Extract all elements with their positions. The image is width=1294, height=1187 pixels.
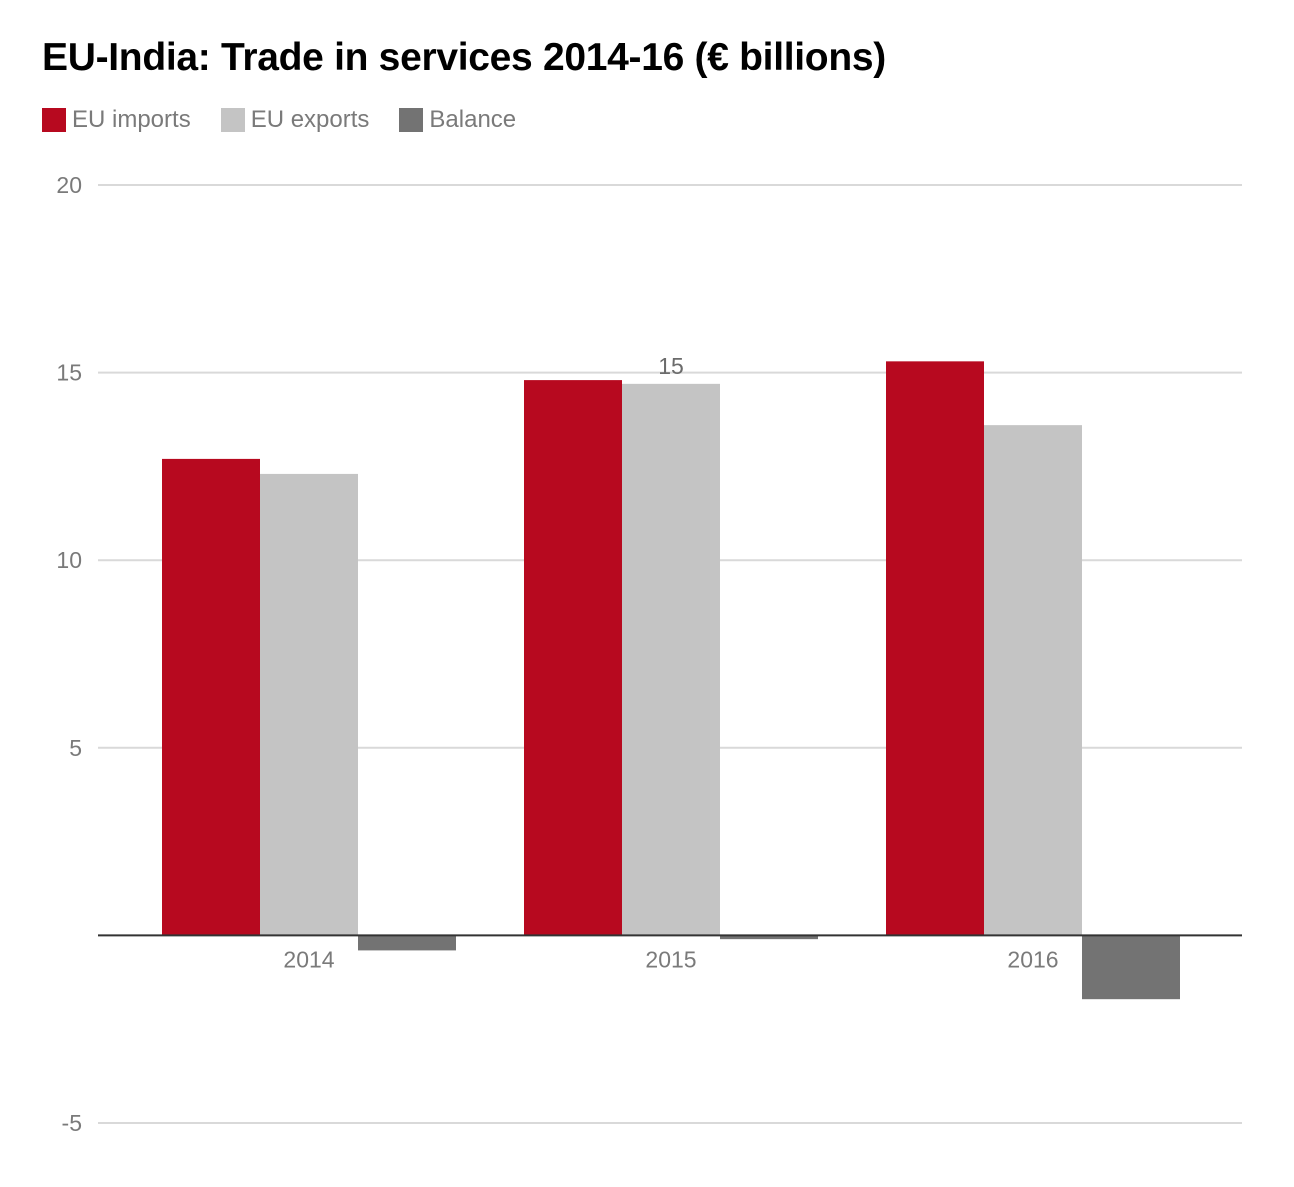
y-tick-label: -5	[62, 1110, 82, 1136]
x-tick-label: 2016	[1007, 946, 1058, 972]
bar-balance-2014	[358, 935, 456, 951]
x-tick-label: 2015	[645, 946, 696, 972]
legend-swatch-eu-exports	[220, 108, 245, 132]
bar-eu-imports-2016	[886, 361, 984, 936]
x-tick-label: 2014	[283, 946, 334, 972]
legend-label-eu-imports: EU imports	[72, 106, 191, 133]
bar-eu-imports-2014	[162, 458, 260, 936]
legend: EU imports EU exports Balance	[42, 106, 516, 134]
legend-swatch-balance	[399, 108, 424, 132]
legend-label-balance: Balance	[429, 106, 517, 133]
legend-label-eu-exports: EU exports	[250, 106, 370, 133]
bar-eu-exports-2014	[260, 473, 358, 936]
legend-item-eu-imports: EU imports	[42, 106, 191, 134]
bars	[162, 361, 1180, 1000]
data-label: 15	[658, 353, 684, 379]
y-tick-label: 5	[69, 735, 82, 761]
bar-eu-imports-2015	[524, 380, 622, 936]
legend-item-balance: Balance	[399, 106, 516, 134]
bar-eu-exports-2016	[984, 425, 1082, 936]
y-tick-label: 20	[56, 172, 82, 198]
legend-swatch-eu-imports	[42, 108, 66, 132]
y-tick-label: 15	[56, 360, 82, 386]
bar-eu-exports-2015	[622, 383, 720, 936]
legend-item-eu-exports: EU exports	[220, 106, 370, 134]
y-tick-label: 10	[56, 547, 82, 573]
chart-title: EU-India: Trade in services 2014-16 (€ b…	[42, 36, 886, 79]
bar-balance-2015	[720, 935, 818, 940]
labels: -5 5 10 15 20 2014 2015 2016 15	[56, 172, 1058, 1136]
bar-balance-2016	[1082, 935, 1180, 1000]
